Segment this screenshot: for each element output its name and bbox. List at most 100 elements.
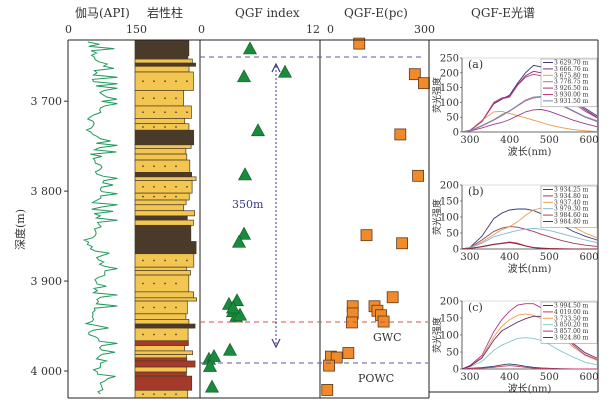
spectrum-ytick-label: 150 (440, 83, 459, 94)
lithology-bed (134, 176, 197, 181)
spectrum-xtick-label: 600 (580, 372, 599, 383)
spectrum-xlabel: 波长(nm) (508, 145, 552, 158)
gamma-xtick-min: 0 (65, 23, 72, 36)
spectrum-legend-label: 3 930.00 m (554, 92, 589, 99)
qgf-e-point (386, 291, 399, 304)
sand-dot (175, 126, 177, 128)
sand-dot (153, 393, 155, 395)
spectrum-legend-box (540, 58, 598, 108)
lithology-bed (134, 241, 197, 255)
spectrum-series-line (461, 96, 598, 133)
sand-dot (153, 282, 155, 285)
lithology-bed (134, 148, 187, 155)
spectrum-ytick-label: 250 (440, 54, 459, 65)
spectrum-xtick-label: 600 (580, 135, 599, 146)
spectrum-xtick-label: 500 (540, 372, 559, 383)
sand-dot (142, 259, 144, 262)
lithology-track (134, 39, 197, 399)
spectrum-ytick-label: 50 (446, 348, 459, 359)
gwc-label: GWC (373, 331, 402, 344)
sand-dot (164, 195, 166, 198)
spectrum-legend-label: 3 675.80 m (554, 72, 589, 79)
sand-dot (142, 306, 144, 309)
spectrum-ytick-label: 150 (440, 197, 459, 208)
spectra-title: QGF-E光谱 (471, 6, 535, 20)
qgf-index-point (277, 64, 293, 78)
qgf-index-xtick-max: 12 (306, 23, 320, 36)
spectrum-series-line (461, 208, 598, 250)
spectrum-panel-label: (c) (468, 301, 483, 314)
lithology-bed (134, 354, 187, 359)
sand-dot (175, 259, 177, 262)
sand-dot (142, 80, 144, 83)
qgf-index-point (232, 307, 248, 321)
spectrum-series-line (461, 365, 597, 370)
spectrum-xtick-label: 400 (500, 135, 519, 146)
interval-arrow-head-down (271, 338, 281, 349)
spectrum-legend-label: 3 926.50 m (554, 85, 589, 92)
spectrum-xlabel: 波长(nm) (508, 382, 552, 395)
sand-dot (164, 282, 166, 285)
sand-dot (153, 80, 155, 83)
spectrum-legend-label: 3 931.50 m (554, 98, 589, 105)
spectrum-xtick-label: 500 (540, 252, 559, 263)
sand-dot (175, 393, 177, 395)
sand-dot (142, 333, 144, 336)
lithology-title: 岩性柱 (147, 5, 183, 20)
sand-dot (153, 195, 155, 198)
spectrum-ytick-label: 50 (446, 229, 459, 240)
qgf-index-xtick-min: 0 (198, 23, 205, 36)
sand-dot (164, 80, 166, 83)
qgf-index-point (204, 379, 220, 393)
gamma-xtick-max: 150 (126, 23, 147, 36)
lithology-bed (134, 215, 188, 221)
spectrum-xtick-label: 400 (500, 252, 519, 263)
sand-dot (164, 97, 166, 99)
spectrum-ytick-label: 100 (440, 331, 459, 342)
spectrum-legend-label: 3 733.50 m (554, 315, 589, 322)
spectrum-legend-label: 4 019.00 m (554, 309, 589, 316)
qgf-e-point (394, 128, 407, 141)
spectrum-series-line (461, 109, 598, 133)
qgf-tracks (201, 37, 430, 396)
spectrum-xtick-label: 400 (500, 372, 519, 383)
lithology-bed (134, 266, 188, 271)
sand-dot (153, 97, 155, 99)
depth-tick-label: 3 800 (31, 185, 63, 198)
spectrum-panel-0: 0 50 100 150 200 250 300 400 500 600 波长(nm) 荧光强度 (a)… (431, 54, 599, 159)
qgf-index-point (236, 226, 252, 240)
spectrum-legend-label: 3 778.75 m (554, 79, 589, 86)
qgf-index-point (236, 69, 252, 83)
sand-dot (142, 186, 144, 188)
sand-dot (164, 393, 166, 395)
lithology-bed (134, 360, 196, 368)
spectrum-legend-label: 3 979.30 m (554, 206, 589, 213)
sand-dot (175, 306, 177, 309)
lithology-bed (134, 357, 188, 362)
spectrum-ytick-label: 0 (453, 128, 459, 139)
qgf-index-point (231, 234, 247, 248)
powc-label: POWC (358, 372, 394, 385)
spectrum-legend-label: 3 994.50 m (554, 303, 589, 310)
lithology-bed (134, 153, 188, 161)
qgf-index-title: QGF index (235, 6, 300, 20)
spectrum-legend-label: 3 984.60 m (554, 212, 589, 219)
lithology-bed (134, 313, 187, 320)
lithology-bed (134, 297, 197, 302)
lithology-bed (134, 144, 192, 149)
sand-dot (153, 259, 155, 262)
spectrum-legend-label: 3 937.40 m (554, 199, 589, 206)
spectrum-legend-label: 3 934.80 m (554, 193, 589, 200)
spectrum-legend-label: 3 850.20 m (554, 322, 589, 329)
spectrum-ytick-label: 150 (440, 314, 459, 325)
sand-dot (142, 165, 144, 168)
track-frames (67, 39, 599, 399)
spectrum-ytick-label: 0 (453, 245, 459, 256)
lithology-bed (134, 323, 196, 329)
lithology-bed (134, 350, 193, 355)
depth-tick-label: 4 000 (31, 365, 63, 378)
qgf-e-point (396, 237, 409, 250)
lithology-bed (134, 39, 190, 57)
sand-dot (153, 333, 155, 336)
